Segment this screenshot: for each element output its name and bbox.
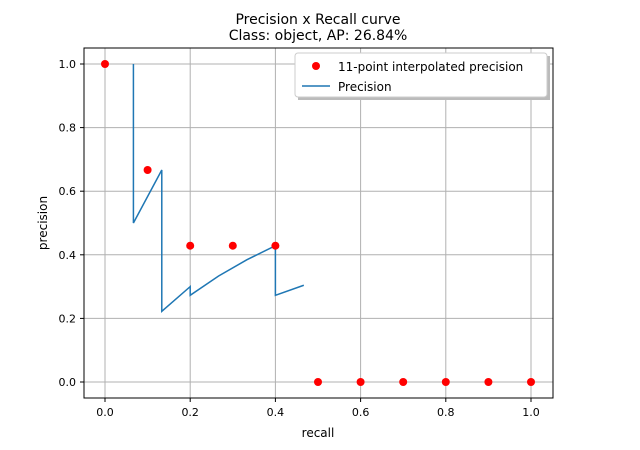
legend-box [294, 52, 548, 98]
legend-label-precision: Precision [338, 80, 392, 94]
legend: 11-point interpolated precision Precisio… [294, 52, 550, 100]
x-tick-label: 0.4 [267, 406, 285, 419]
interpolated-precision-point [399, 378, 408, 386]
interpolated-precision-point [143, 165, 152, 174]
ticks: 0.0 0.2 0.4 0.6 0.8 1.0 0.0 0.2 0.4 0.6 0.8 1.0 [59, 58, 540, 419]
legend-marker-interpolated [312, 62, 320, 70]
plot-frame [83, 47, 554, 399]
x-tick-label: 1.0 [522, 406, 540, 419]
interpolated-precision-point [441, 378, 450, 386]
chart-subtitle: Class: object, AP: 26.84% [229, 28, 408, 44]
x-tick-label: 0.0 [96, 406, 114, 419]
marks [101, 60, 535, 386]
interpolated-precision-point [271, 241, 280, 250]
interpolated-precision-point [314, 378, 322, 386]
x-tick-label: 0.8 [437, 406, 455, 419]
x-axis-label: recall [302, 426, 335, 440]
interpolated-precision-point [101, 60, 109, 68]
interpolated-precision-point [228, 241, 237, 250]
y-tick-label: 0.8 [59, 122, 77, 135]
precision-line [132, 64, 305, 313]
y-axis-label: precision [36, 196, 50, 250]
chart-title: Precision x Recall curve [235, 12, 400, 28]
grid [84, 48, 553, 398]
x-tick-label: 0.2 [181, 406, 199, 419]
legend-label-interpolated: 11-point interpolated precision [338, 60, 523, 74]
interpolated-precision-point [484, 378, 493, 386]
interpolated-precision-point [186, 241, 195, 250]
y-tick-label: 1.0 [59, 58, 77, 71]
interpolated-precision-point [527, 378, 535, 386]
y-tick-label: 0.0 [59, 376, 77, 389]
x-tick-label: 0.6 [352, 406, 370, 419]
interpolated-precision-point [356, 378, 365, 386]
y-tick-label: 0.6 [59, 185, 77, 198]
y-tick-label: 0.4 [59, 249, 77, 262]
y-tick-label: 0.2 [59, 312, 77, 325]
